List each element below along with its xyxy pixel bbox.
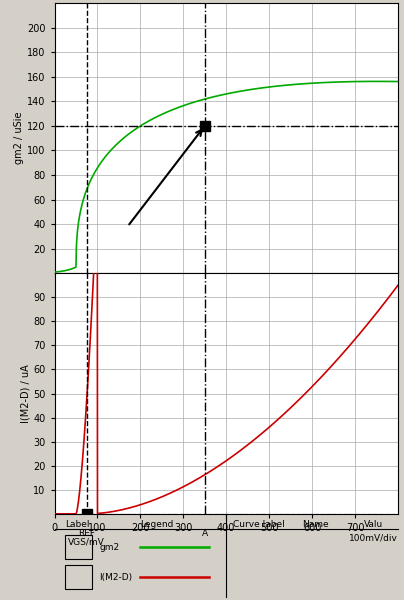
- Text: Label: Label: [65, 520, 89, 529]
- Text: 100mV/div: 100mV/div: [349, 533, 398, 542]
- Text: I(M2-D): I(M2-D): [99, 572, 132, 581]
- Text: REF: REF: [78, 529, 95, 538]
- Text: Legend: Legend: [141, 520, 174, 529]
- Text: A: A: [202, 529, 208, 538]
- Text: Name: Name: [302, 520, 328, 529]
- Y-axis label: I(M2-D) / uA: I(M2-D) / uA: [20, 364, 30, 423]
- Text: Valu: Valu: [364, 520, 383, 529]
- Text: Curve label: Curve label: [233, 520, 285, 529]
- Text: gm2: gm2: [99, 542, 119, 551]
- Text: VGS/mV: VGS/mV: [68, 538, 105, 547]
- Y-axis label: gm2 / uSie: gm2 / uSie: [14, 112, 24, 164]
